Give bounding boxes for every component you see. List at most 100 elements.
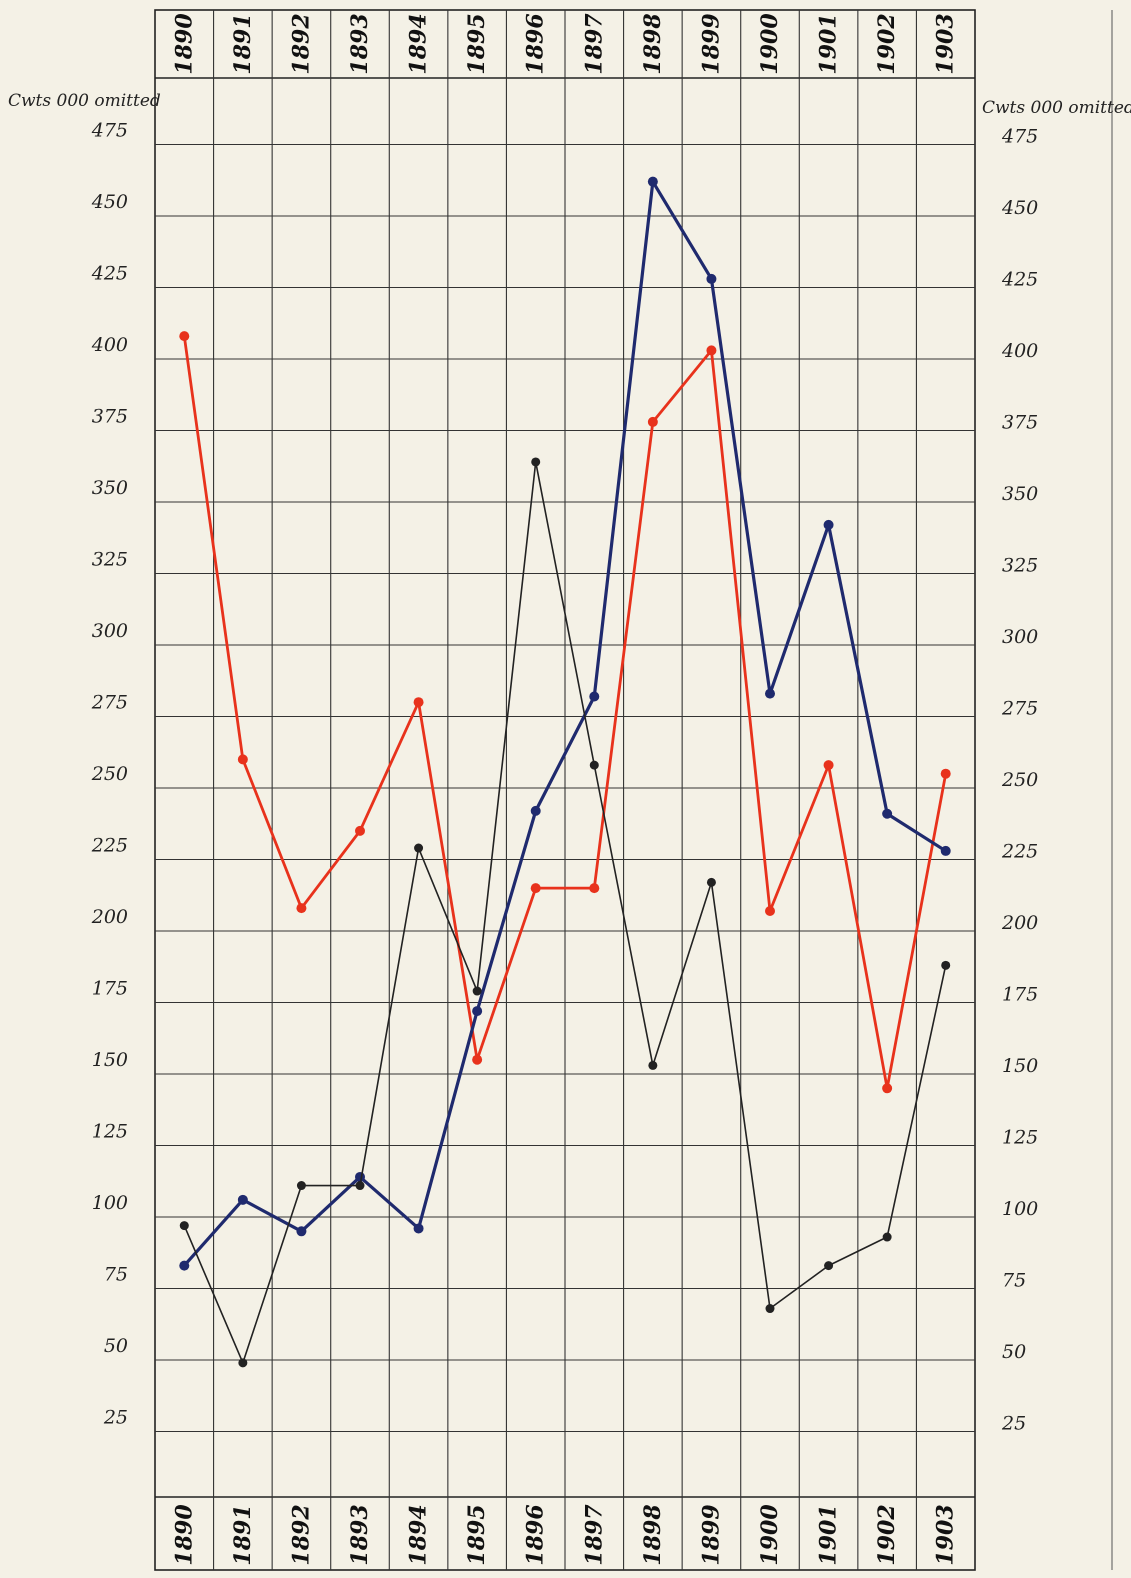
data-point (355, 825, 365, 836)
data-point (589, 883, 600, 894)
x-tick-label-top: 1902 (874, 13, 900, 74)
data-point (706, 273, 717, 284)
y-tick-label-left: 425 (91, 263, 128, 285)
data-point (472, 1054, 483, 1065)
y-tick-label-right: 450 (1001, 197, 1038, 219)
x-tick-label-bottom: 1902 (874, 1504, 900, 1565)
y-tick-label-left: 50 (104, 1335, 128, 1357)
y-tick-label-right: 425 (1001, 269, 1038, 291)
x-tick-label-bottom: 1901 (816, 1504, 842, 1565)
x-tick-label-bottom: 1894 (406, 1504, 432, 1565)
data-point (823, 519, 834, 530)
data-point (940, 845, 951, 856)
data-point (882, 808, 893, 819)
y-tick-label-right: 125 (1002, 1127, 1038, 1149)
data-point (296, 1181, 306, 1191)
x-tick-label-top: 1901 (816, 13, 842, 74)
y-tick-label-right: 350 (1002, 483, 1038, 505)
x-tick-label-top: 1903 (933, 13, 959, 74)
y-tick-label-right: 200 (1001, 912, 1038, 934)
data-point (882, 1232, 892, 1242)
y-tick-label-left: 150 (92, 1049, 128, 1071)
data-point (823, 760, 834, 771)
y-tick-label-right: 475 (1001, 126, 1038, 148)
x-tick-label-top: 1896 (523, 13, 549, 74)
data-point (472, 1006, 483, 1017)
x-tick-label-bottom: 1893 (347, 1504, 373, 1565)
data-point (940, 768, 951, 779)
data-point (531, 457, 541, 467)
x-tick-label-top: 1894 (406, 13, 432, 74)
data-point (941, 960, 951, 970)
y-tick-label-left: 250 (91, 763, 128, 785)
x-tick-label-bottom: 1903 (933, 1504, 959, 1565)
y-tick-label-left: 200 (91, 906, 128, 928)
series-line-3 (183, 461, 947, 1364)
series-line-2 (183, 180, 947, 1267)
x-tick-label-top: 1890 (171, 13, 197, 75)
y-tick-label-right: 325 (1002, 555, 1038, 577)
y-tick-label-right: 175 (1002, 984, 1038, 1006)
data-point (765, 1304, 775, 1314)
x-tick-label-bottom: 1892 (288, 1504, 314, 1565)
y-tick-label-left: 275 (91, 692, 128, 714)
data-point (179, 331, 190, 342)
x-tick-label-top: 1897 (581, 13, 607, 75)
y-tick-label-right: 250 (1001, 769, 1038, 791)
x-tick-label-bottom: 1899 (698, 1504, 724, 1565)
y-tick-label-left: 375 (92, 406, 128, 428)
y-tick-label-left: 25 (103, 1407, 128, 1429)
y-tick-label-right: 300 (1002, 626, 1038, 648)
series-lines (179, 176, 951, 1368)
data-point (765, 905, 775, 916)
axis-labels: Cwts 000 omitted Cwts 000 omitted (8, 91, 1131, 118)
data-point (882, 1083, 893, 1094)
data-point (647, 416, 658, 427)
data-point (472, 986, 482, 996)
y-tick-label-left: 325 (92, 549, 128, 571)
y-tick-label-left: 300 (92, 620, 128, 642)
y-tick-label-right: 275 (1001, 698, 1038, 720)
data-point (589, 691, 600, 702)
y-tick-label-left: 75 (104, 1264, 128, 1286)
data-point (647, 176, 658, 187)
x-tick-label-bottom: 1900 (757, 1504, 783, 1566)
y-tick-label-right: 100 (1002, 1198, 1038, 1220)
y-tick-label-left: 100 (92, 1192, 128, 1214)
x-tick-label-bottom: 1897 (581, 1504, 607, 1566)
x-tick-label-bottom: 1891 (230, 1504, 256, 1565)
data-point (179, 1260, 190, 1271)
y-tick-label-right: 225 (1001, 841, 1038, 863)
data-point (530, 883, 541, 894)
x-tick-label-top: 1898 (640, 13, 666, 74)
y-tick-label-left: 225 (91, 835, 128, 857)
y-tick-label-right: 75 (1002, 1270, 1026, 1292)
x-tick-label-top: 1891 (230, 13, 256, 74)
y-tick-label-left: 475 (91, 120, 128, 142)
x-tick-label-top: 1892 (288, 13, 314, 74)
x-tick-label-bottom: 1896 (523, 1504, 549, 1565)
x-tick-label-top: 1893 (347, 13, 373, 74)
x-tick-label-top: 1895 (464, 13, 490, 74)
y-tick-label-right: 25 (1001, 1413, 1026, 1435)
grid (154, 9, 1113, 1571)
y-axis-label-right: Cwts 000 omitted (982, 98, 1131, 118)
x-tick-label-top: 1899 (698, 13, 724, 74)
data-point (296, 1226, 307, 1237)
x-tick-label-bottom: 1890 (171, 1504, 197, 1566)
data-point (413, 697, 424, 708)
y-tick-label-right: 400 (1001, 340, 1038, 362)
y-tick-label-right: 50 (1002, 1341, 1026, 1363)
data-point (237, 1194, 248, 1205)
data-point (530, 805, 541, 816)
x-tick-label-bottom: 1895 (464, 1504, 490, 1565)
y-tick-label-left: 125 (92, 1121, 128, 1143)
data-point (706, 877, 716, 887)
data-point (589, 760, 599, 770)
data-point (648, 1060, 658, 1070)
y-tick-label-left: 400 (91, 334, 128, 356)
x-tick-label-top: 1900 (757, 13, 783, 75)
data-point (296, 903, 307, 914)
data-point (355, 1181, 365, 1191)
